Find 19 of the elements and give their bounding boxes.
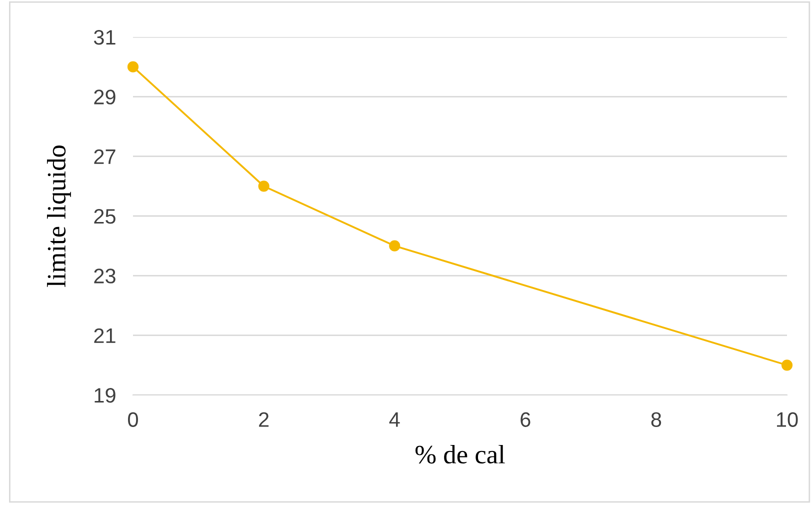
x-tick-label: 8 bbox=[651, 412, 662, 427]
x-tick-label: 0 bbox=[128, 412, 138, 427]
y-tick-label: 27 bbox=[94, 149, 116, 164]
y-tick-label: 21 bbox=[94, 328, 116, 343]
x-tick-label: 6 bbox=[520, 412, 530, 427]
point bbox=[781, 360, 793, 371]
y-tick-label: 19 bbox=[94, 388, 116, 403]
y-tick-label: 25 bbox=[94, 209, 116, 224]
point bbox=[258, 180, 270, 192]
x-axis-title: % de cal bbox=[415, 444, 505, 464]
point bbox=[127, 61, 139, 72]
y-tick-label: 31 bbox=[94, 30, 116, 45]
y-tick-label: 29 bbox=[94, 90, 116, 104]
x-tick-label: 2 bbox=[259, 412, 269, 427]
y-axis-title: limite liquido bbox=[47, 146, 71, 287]
y-tick-label: 23 bbox=[94, 268, 116, 284]
x-tick-label: 4 bbox=[389, 412, 400, 427]
x-tick-label: 10 bbox=[777, 412, 798, 427]
point bbox=[389, 240, 400, 252]
